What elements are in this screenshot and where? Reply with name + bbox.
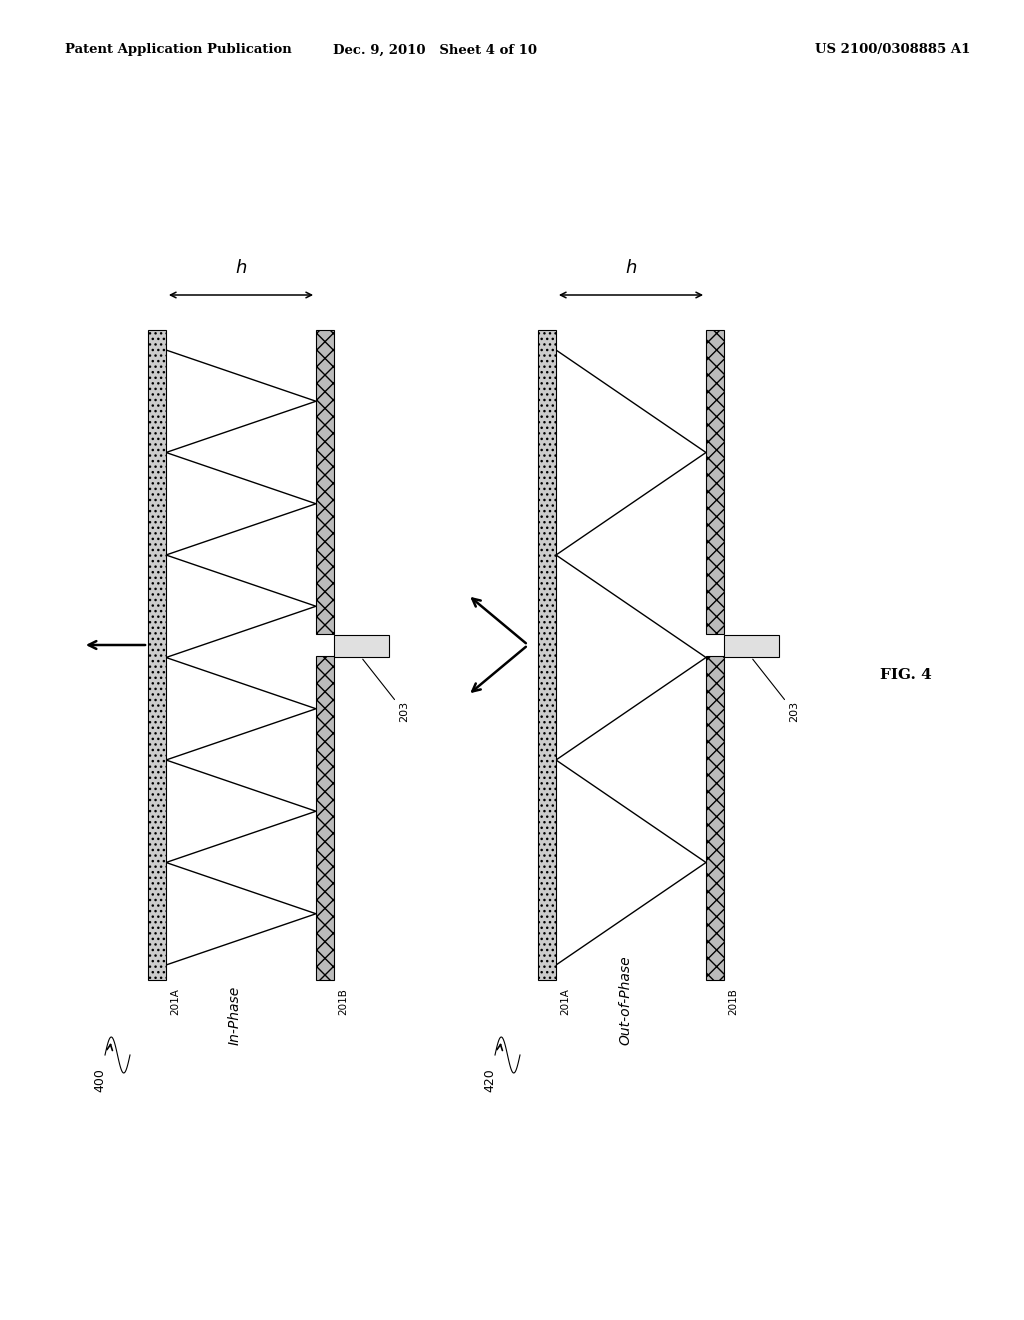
Text: Dec. 9, 2010   Sheet 4 of 10: Dec. 9, 2010 Sheet 4 of 10 [333,44,537,57]
Text: 203: 203 [362,659,409,722]
Text: 203: 203 [753,659,799,722]
Text: 400: 400 [93,1068,106,1092]
Text: 201B: 201B [338,987,348,1015]
Text: 420: 420 [483,1068,497,1092]
Text: h: h [626,259,637,277]
Bar [316,330,334,634]
Text: In-Phase: In-Phase [228,986,242,1045]
Bar [724,635,779,657]
Text: Out-of-Phase: Out-of-Phase [618,956,632,1045]
Bar [706,330,724,634]
Text: 201A: 201A [170,987,180,1015]
Text: 201B: 201B [728,987,738,1015]
Text: FIG. 4: FIG. 4 [880,668,932,682]
Bar [538,330,556,979]
Text: h: h [236,259,247,277]
Bar [706,656,724,979]
Text: US 2100/0308885 A1: US 2100/0308885 A1 [815,44,970,57]
Bar [334,635,389,657]
Bar [316,656,334,979]
Text: Patent Application Publication: Patent Application Publication [65,44,292,57]
Bar [148,330,166,979]
Text: 201A: 201A [560,987,570,1015]
